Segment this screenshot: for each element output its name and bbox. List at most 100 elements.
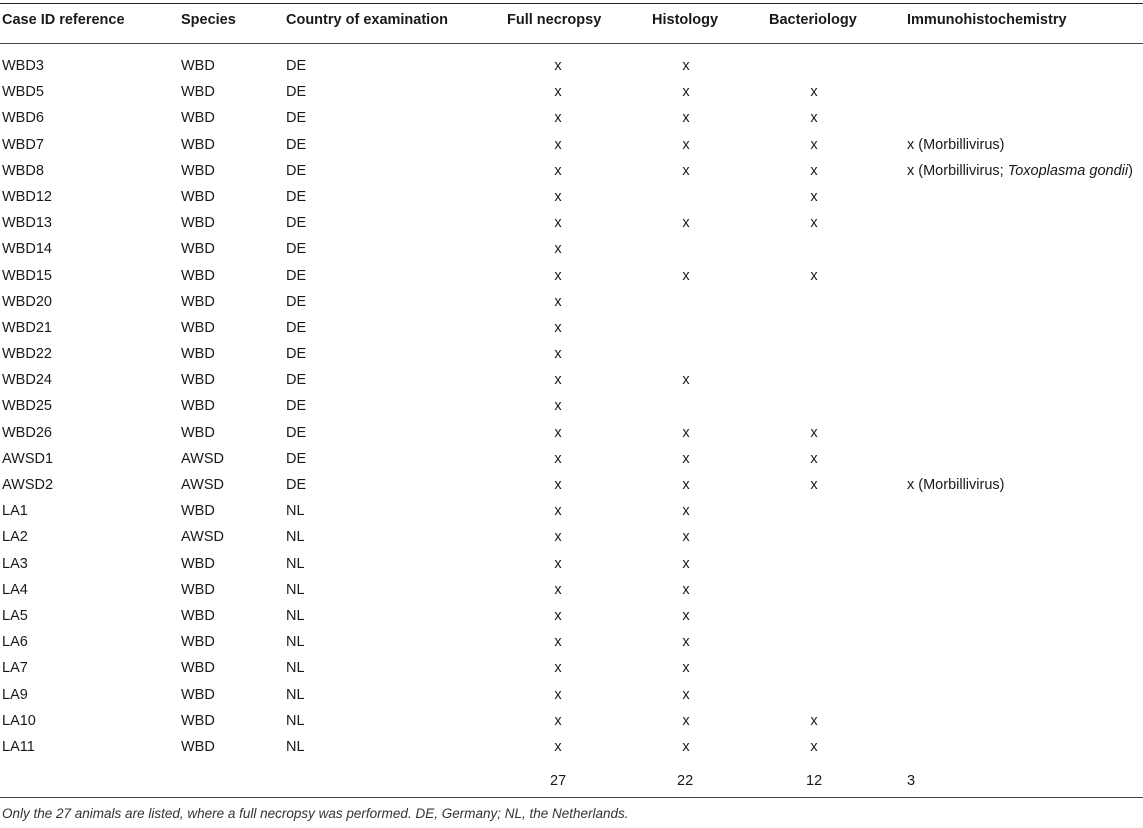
table-header-row: Case ID reference Species Country of exa… <box>0 12 1143 34</box>
cell-full-necropsy: x <box>554 503 562 520</box>
cell-histology: x <box>682 58 690 74</box>
cell-case-id: WBD24 <box>2 372 52 389</box>
cell-country: DE <box>286 424 307 441</box>
cell-species: WBD <box>181 58 215 74</box>
cell-species: WBD <box>181 136 215 153</box>
cell-case-id: WBD21 <box>2 319 52 336</box>
table-row: LA9 WBD NL x x <box>0 685 1143 711</box>
cell-country: DE <box>286 267 307 284</box>
ihc-text-prefix: x (Morbillivirus; <box>907 162 1008 179</box>
table-row: LA6 WBD NL x x <box>0 632 1143 658</box>
cell-species: WBD <box>181 162 215 179</box>
cell-species: WBD <box>181 241 215 258</box>
cell-full-necropsy: x <box>554 110 562 127</box>
cell-full-necropsy: x <box>554 712 562 729</box>
cell-bacteriology: x <box>810 424 818 441</box>
total-immunohistochemistry: 3 <box>907 773 916 789</box>
ihc-species-name: Toxoplasma gondii <box>1007 162 1129 179</box>
table-row: WBD7 WBD DE x x x x (Morbillivirus) <box>0 135 1143 161</box>
cell-bacteriology: x <box>810 450 818 467</box>
cell-species: WBD <box>181 581 215 598</box>
cell-country: DE <box>286 110 307 127</box>
table-row: LA2 AWSD NL x x <box>0 527 1143 553</box>
cell-full-necropsy: x <box>554 477 562 493</box>
cell-case-id: WBD3 <box>2 58 44 74</box>
cell-species: AWSD <box>181 529 224 546</box>
cell-histology: x <box>682 503 690 520</box>
cell-case-id: LA5 <box>2 607 28 624</box>
cell-species: WBD <box>181 712 215 729</box>
table-row: WBD26 WBD DE x x x <box>0 423 1143 449</box>
cell-country: NL <box>286 712 305 729</box>
table-row: LA3 WBD NL x x <box>0 554 1143 580</box>
cell-country: DE <box>286 215 307 232</box>
cell-bacteriology: x <box>810 477 818 493</box>
cell-case-id: LA2 <box>2 529 28 546</box>
cell-case-id: AWSD1 <box>2 450 54 467</box>
cell-full-necropsy: x <box>554 162 562 179</box>
header-country: Country of examination <box>286 12 448 28</box>
cell-histology: x <box>682 372 690 389</box>
cell-case-id: WBD7 <box>2 136 44 153</box>
cell-bacteriology: x <box>810 712 818 729</box>
cell-bacteriology: x <box>810 738 818 755</box>
cell-full-necropsy: x <box>554 424 562 441</box>
cell-country: DE <box>286 450 307 467</box>
cell-histology: x <box>682 529 690 546</box>
cell-species: WBD <box>181 634 215 651</box>
cell-histology: x <box>682 267 690 284</box>
cell-histology: x <box>682 84 690 101</box>
header-histology: Histology <box>652 12 719 28</box>
table-row: WBD22 WBD DE x <box>0 344 1143 370</box>
cell-histology: x <box>682 162 690 179</box>
table-top-rule <box>0 3 1143 4</box>
cell-species: WBD <box>181 346 215 363</box>
cell-histology: x <box>682 581 690 598</box>
ihc-text-suffix: ) <box>1128 162 1133 179</box>
cell-country: NL <box>286 686 305 703</box>
cell-species: AWSD <box>181 450 224 467</box>
cell-country: NL <box>286 738 305 755</box>
cell-histology: x <box>682 660 690 677</box>
cell-full-necropsy: x <box>554 634 562 651</box>
table-totals-row: 27 22 12 3 <box>0 771 1143 791</box>
cell-bacteriology: x <box>810 110 818 127</box>
table-bottom-rule <box>0 797 1143 798</box>
cell-full-necropsy: x <box>554 529 562 546</box>
cell-case-id: LA1 <box>2 503 28 520</box>
cell-country: DE <box>286 293 307 310</box>
cell-full-necropsy: x <box>554 450 562 467</box>
table-row: WBD20 WBD DE x <box>0 292 1143 318</box>
cell-immunohistochemistry: x (Morbillivirus; Toxoplasma gondii) <box>907 161 1133 181</box>
table-row: WBD3 WBD DE x x <box>0 56 1143 82</box>
cell-full-necropsy: x <box>554 293 562 310</box>
cell-case-id: LA6 <box>2 634 28 651</box>
cell-full-necropsy: x <box>554 660 562 677</box>
cell-species: WBD <box>181 686 215 703</box>
cell-full-necropsy: x <box>554 136 562 153</box>
cell-country: DE <box>286 136 307 153</box>
cell-country: NL <box>286 529 305 546</box>
cell-bacteriology: x <box>810 162 818 179</box>
cell-full-necropsy: x <box>554 738 562 755</box>
table-row: WBD5 WBD DE x x x <box>0 82 1143 108</box>
table-header-rule <box>0 43 1143 44</box>
cell-histology: x <box>682 686 690 703</box>
cell-full-necropsy: x <box>554 398 562 415</box>
cell-full-necropsy: x <box>554 267 562 284</box>
cell-full-necropsy: x <box>554 607 562 624</box>
cell-country: DE <box>286 398 307 415</box>
cell-histology: x <box>682 424 690 441</box>
cell-case-id: WBD22 <box>2 346 52 363</box>
cell-species: WBD <box>181 424 215 441</box>
cell-species: AWSD <box>181 477 224 493</box>
cell-country: DE <box>286 477 307 493</box>
cell-histology: x <box>682 477 690 493</box>
cell-full-necropsy: x <box>554 215 562 232</box>
cell-histology: x <box>682 110 690 127</box>
cell-species: WBD <box>181 188 215 205</box>
cell-case-id: WBD12 <box>2 188 52 205</box>
total-bacteriology: 12 <box>806 773 823 789</box>
cell-case-id: WBD26 <box>2 424 52 441</box>
cell-case-id: LA4 <box>2 581 28 598</box>
